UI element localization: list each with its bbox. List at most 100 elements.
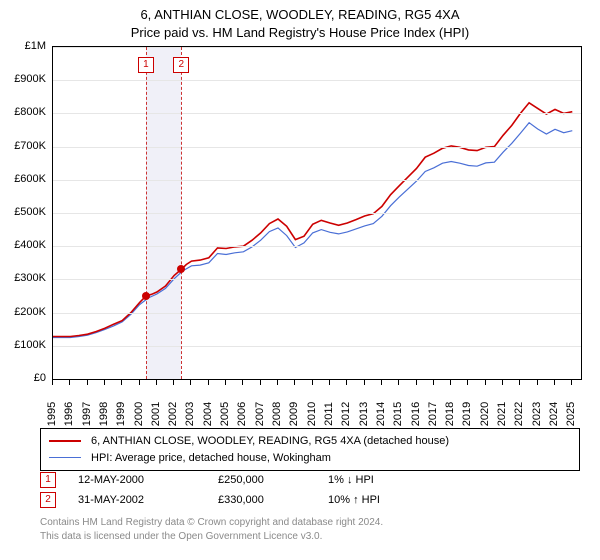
x-tick-mark	[329, 380, 330, 385]
y-tick-label: £700K	[14, 140, 46, 152]
transaction-date: 12-MAY-2000	[78, 474, 218, 486]
y-gridline	[53, 80, 581, 81]
x-tick-label: 1996	[63, 402, 75, 426]
x-tick-mark	[554, 380, 555, 385]
x-tick-label: 2005	[219, 402, 231, 426]
y-axis: £0£100K£200K£300K£400K£500K£600K£700K£80…	[0, 46, 50, 380]
chart-title-address: 6, ANTHIAN CLOSE, WOODLEY, READING, RG5 …	[0, 6, 600, 24]
x-tick-label: 2018	[444, 402, 456, 426]
transaction-hpi-diff: 10% ↑ HPI	[328, 494, 380, 506]
x-tick-mark	[416, 380, 417, 385]
y-gridline	[53, 279, 581, 280]
legend-row-property: 6, ANTHIAN CLOSE, WOODLEY, READING, RG5 …	[49, 433, 571, 450]
x-tick-label: 2008	[271, 402, 283, 426]
x-tick-mark	[242, 380, 243, 385]
transactions-block: 1 12-MAY-2000 £250,000 1% ↓ HPI 2 31-MAY…	[40, 470, 580, 510]
x-tick-label: 1997	[81, 402, 93, 426]
x-tick-label: 2025	[565, 402, 577, 426]
x-tick-label: 2016	[410, 402, 422, 426]
y-gridline	[53, 313, 581, 314]
y-tick-label: £1M	[25, 40, 46, 52]
x-tick-mark	[121, 380, 122, 385]
transaction-vline	[146, 47, 147, 379]
y-tick-label: £100K	[14, 339, 46, 351]
y-tick-label: £300K	[14, 272, 46, 284]
y-gridline	[53, 113, 581, 114]
y-gridline	[53, 213, 581, 214]
y-gridline	[53, 147, 581, 148]
price-hpi-chart: 6, ANTHIAN CLOSE, WOODLEY, READING, RG5 …	[0, 0, 600, 560]
x-tick-mark	[433, 380, 434, 385]
transaction-marker-box: 2	[173, 57, 189, 73]
x-tick-label: 2015	[392, 402, 404, 426]
x-tick-label: 2014	[375, 402, 387, 426]
transaction-marker-box: 1	[138, 57, 154, 73]
x-tick-label: 1995	[46, 402, 58, 426]
x-tick-label: 2024	[548, 402, 560, 426]
x-tick-label: 2000	[133, 402, 145, 426]
y-gridline	[53, 180, 581, 181]
legend-swatch-property	[49, 440, 81, 442]
x-tick-label: 2004	[202, 402, 214, 426]
x-tick-label: 2010	[306, 402, 318, 426]
x-tick-mark	[519, 380, 520, 385]
y-gridline	[53, 346, 581, 347]
x-tick-mark	[364, 380, 365, 385]
chart-legend: 6, ANTHIAN CLOSE, WOODLEY, READING, RG5 …	[40, 428, 580, 471]
transaction-marker-icon: 1	[40, 472, 56, 488]
transaction-vline	[181, 47, 182, 379]
x-tick-label: 2020	[479, 402, 491, 426]
x-tick-label: 2007	[254, 402, 266, 426]
x-tick-mark	[208, 380, 209, 385]
x-tick-mark	[156, 380, 157, 385]
x-tick-label: 2011	[323, 402, 335, 426]
y-tick-label: £800K	[14, 106, 46, 118]
x-tick-mark	[190, 380, 191, 385]
x-tick-label: 2012	[340, 402, 352, 426]
x-tick-label: 2002	[167, 402, 179, 426]
transaction-price: £250,000	[218, 474, 328, 486]
x-tick-mark	[225, 380, 226, 385]
x-tick-mark	[104, 380, 105, 385]
x-tick-mark	[398, 380, 399, 385]
series-line-property	[53, 103, 572, 337]
y-gridline	[53, 246, 581, 247]
transaction-row: 1 12-MAY-2000 £250,000 1% ↓ HPI	[40, 470, 580, 490]
series-line-hpi	[53, 123, 572, 338]
plot-area: 12	[52, 46, 582, 380]
chart-title-sub: Price paid vs. HM Land Registry's House …	[0, 24, 600, 42]
x-tick-label: 2023	[531, 402, 543, 426]
y-tick-label: £600K	[14, 173, 46, 185]
x-tick-label: 2019	[461, 402, 473, 426]
legend-label-property: 6, ANTHIAN CLOSE, WOODLEY, READING, RG5 …	[91, 433, 449, 450]
footer-line-1: Contains HM Land Registry data © Crown c…	[40, 516, 580, 530]
x-tick-mark	[173, 380, 174, 385]
x-tick-label: 2021	[496, 402, 508, 426]
x-tick-label: 2013	[358, 402, 370, 426]
legend-row-hpi: HPI: Average price, detached house, Woki…	[49, 450, 571, 467]
x-tick-mark	[52, 380, 53, 385]
transaction-marker-icon: 2	[40, 492, 56, 508]
legend-swatch-hpi	[49, 457, 81, 458]
x-tick-mark	[467, 380, 468, 385]
x-tick-label: 2001	[150, 402, 162, 426]
transaction-point-icon	[142, 292, 150, 300]
x-tick-label: 2022	[513, 402, 525, 426]
x-tick-mark	[87, 380, 88, 385]
footer-line-2: This data is licensed under the Open Gov…	[40, 530, 580, 544]
x-tick-mark	[312, 380, 313, 385]
legend-label-hpi: HPI: Average price, detached house, Woki…	[91, 450, 331, 467]
transaction-row: 2 31-MAY-2002 £330,000 10% ↑ HPI	[40, 490, 580, 510]
x-tick-label: 1999	[115, 402, 127, 426]
x-tick-mark	[450, 380, 451, 385]
x-tick-mark	[69, 380, 70, 385]
x-tick-mark	[139, 380, 140, 385]
transaction-price: £330,000	[218, 494, 328, 506]
y-tick-label: £500K	[14, 206, 46, 218]
chart-footer: Contains HM Land Registry data © Crown c…	[40, 516, 580, 543]
x-tick-mark	[571, 380, 572, 385]
x-tick-label: 2003	[184, 402, 196, 426]
x-tick-mark	[381, 380, 382, 385]
y-tick-label: £0	[34, 372, 46, 384]
transaction-hpi-diff: 1% ↓ HPI	[328, 474, 374, 486]
